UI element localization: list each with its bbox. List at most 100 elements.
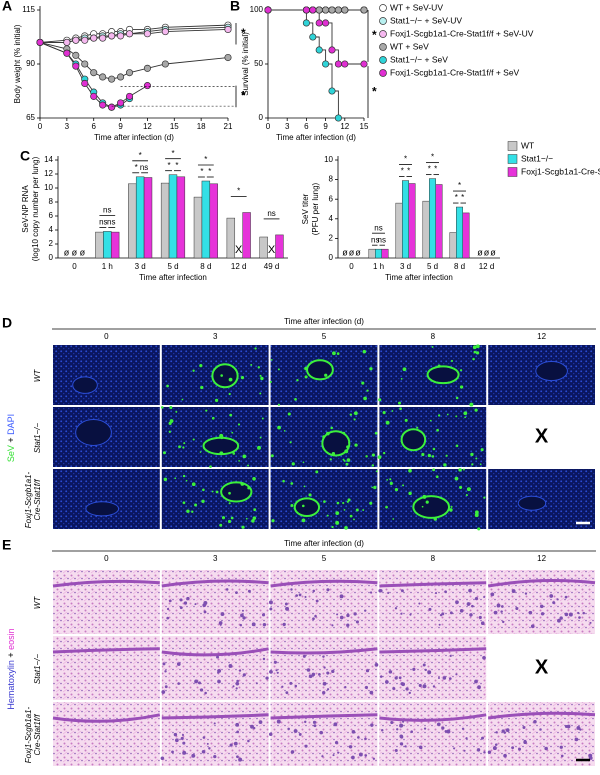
infiltrate — [466, 602, 471, 606]
infiltrate — [273, 660, 277, 664]
x-axis-label: Time after infection (d) — [94, 133, 174, 142]
infiltrate — [477, 685, 481, 690]
column-label: 12 — [537, 332, 546, 341]
infiltrate — [217, 679, 221, 684]
row-label: Stat1−/− — [33, 654, 42, 685]
infiltrate — [374, 662, 379, 667]
infected-cell — [330, 426, 333, 430]
infected-cell — [304, 375, 308, 379]
sig-label: ns — [267, 209, 275, 218]
infected-cell — [480, 448, 484, 452]
stain-part: + — [6, 437, 16, 442]
infected-cell — [269, 380, 272, 384]
infected-cell — [343, 509, 346, 511]
infected-cell — [162, 451, 167, 455]
infiltrate — [304, 720, 307, 724]
row-label: Stat1−/− — [33, 423, 42, 454]
infiltrate — [275, 669, 278, 672]
infected-cell — [389, 478, 392, 481]
infiltrate — [500, 610, 503, 613]
sig-label: ns — [103, 206, 111, 215]
data-point — [341, 6, 349, 14]
infiltrate — [282, 622, 286, 627]
infiltrate — [428, 607, 432, 611]
panel-title: Time after infection (d) — [284, 317, 364, 326]
infiltrate — [197, 681, 201, 685]
infiltrate — [294, 684, 298, 688]
infiltrate — [444, 590, 447, 594]
data-point — [302, 19, 310, 27]
infected-cell — [375, 470, 378, 473]
zero-marker: ø — [490, 247, 496, 257]
infected-cell — [373, 485, 377, 490]
infiltrate — [255, 682, 258, 685]
infiltrate — [250, 724, 254, 729]
infected-cell — [344, 449, 349, 454]
infiltrate — [511, 746, 515, 750]
infiltrate — [166, 616, 170, 620]
infiltrate — [441, 612, 445, 616]
infiltrate — [523, 740, 527, 745]
infiltrate — [304, 744, 308, 748]
infected-cell — [404, 418, 408, 422]
infiltrate — [251, 622, 256, 627]
infiltrate — [390, 720, 394, 725]
infected-cell — [291, 462, 295, 466]
legend-label: Foxj1-Scgb1a1-Cre-Stat1f/f — [521, 166, 600, 176]
infiltrate — [173, 732, 178, 737]
infected-cell — [191, 510, 194, 513]
infiltrate — [287, 727, 290, 731]
infiltrate — [304, 595, 307, 598]
infiltrate — [322, 691, 326, 695]
infiltrate — [336, 613, 339, 616]
infiltrate — [588, 753, 593, 758]
infected-cell — [160, 406, 164, 409]
data-point — [328, 87, 336, 95]
infected-cell — [182, 474, 186, 478]
infiltrate — [235, 722, 240, 727]
infected-cell — [302, 461, 305, 464]
infiltrate — [539, 728, 542, 731]
infiltrate — [448, 677, 452, 680]
infected-cell — [476, 344, 480, 349]
bar — [103, 231, 112, 259]
data-point — [315, 19, 323, 27]
infected-cell — [466, 487, 471, 492]
x-tick-label: 8 d — [200, 262, 211, 271]
infiltrate — [528, 610, 533, 615]
x-tick-label: 6 — [91, 122, 96, 131]
infected-cell — [182, 501, 186, 505]
infected-cell — [427, 453, 432, 458]
infected-cell — [469, 402, 474, 407]
infiltrate — [369, 690, 374, 695]
bar — [402, 180, 409, 259]
x-tick-label: 6 — [304, 122, 309, 131]
bar — [462, 212, 470, 259]
infiltrate — [239, 623, 243, 627]
infected-cell — [254, 347, 257, 350]
infected-cell — [345, 462, 349, 466]
infiltrate — [418, 745, 423, 749]
data-point — [108, 75, 116, 83]
zero-marker: ø — [72, 247, 78, 257]
infiltrate — [213, 722, 216, 725]
infected-cell — [346, 458, 351, 462]
data-point — [72, 51, 80, 59]
infiltrate — [182, 741, 186, 745]
infiltrate — [495, 731, 498, 734]
legend-label: Foxj1-Scgb1a1-Cre-Stat1f/f + SeV-UV — [390, 28, 534, 38]
infected-cell — [347, 498, 351, 502]
infiltrate — [339, 594, 344, 599]
infected-cell — [331, 452, 336, 456]
infiltrate — [400, 589, 404, 593]
infiltrate — [213, 754, 217, 759]
data-point — [117, 73, 125, 81]
micrograph — [379, 570, 487, 634]
infiltrate — [236, 679, 239, 683]
infiltrate — [434, 592, 438, 595]
infected-cell — [432, 447, 436, 451]
sig-label: * — [175, 161, 178, 170]
infiltrate — [318, 673, 321, 676]
y-tick-label: 0 — [259, 113, 264, 122]
infected-cell — [464, 416, 467, 419]
